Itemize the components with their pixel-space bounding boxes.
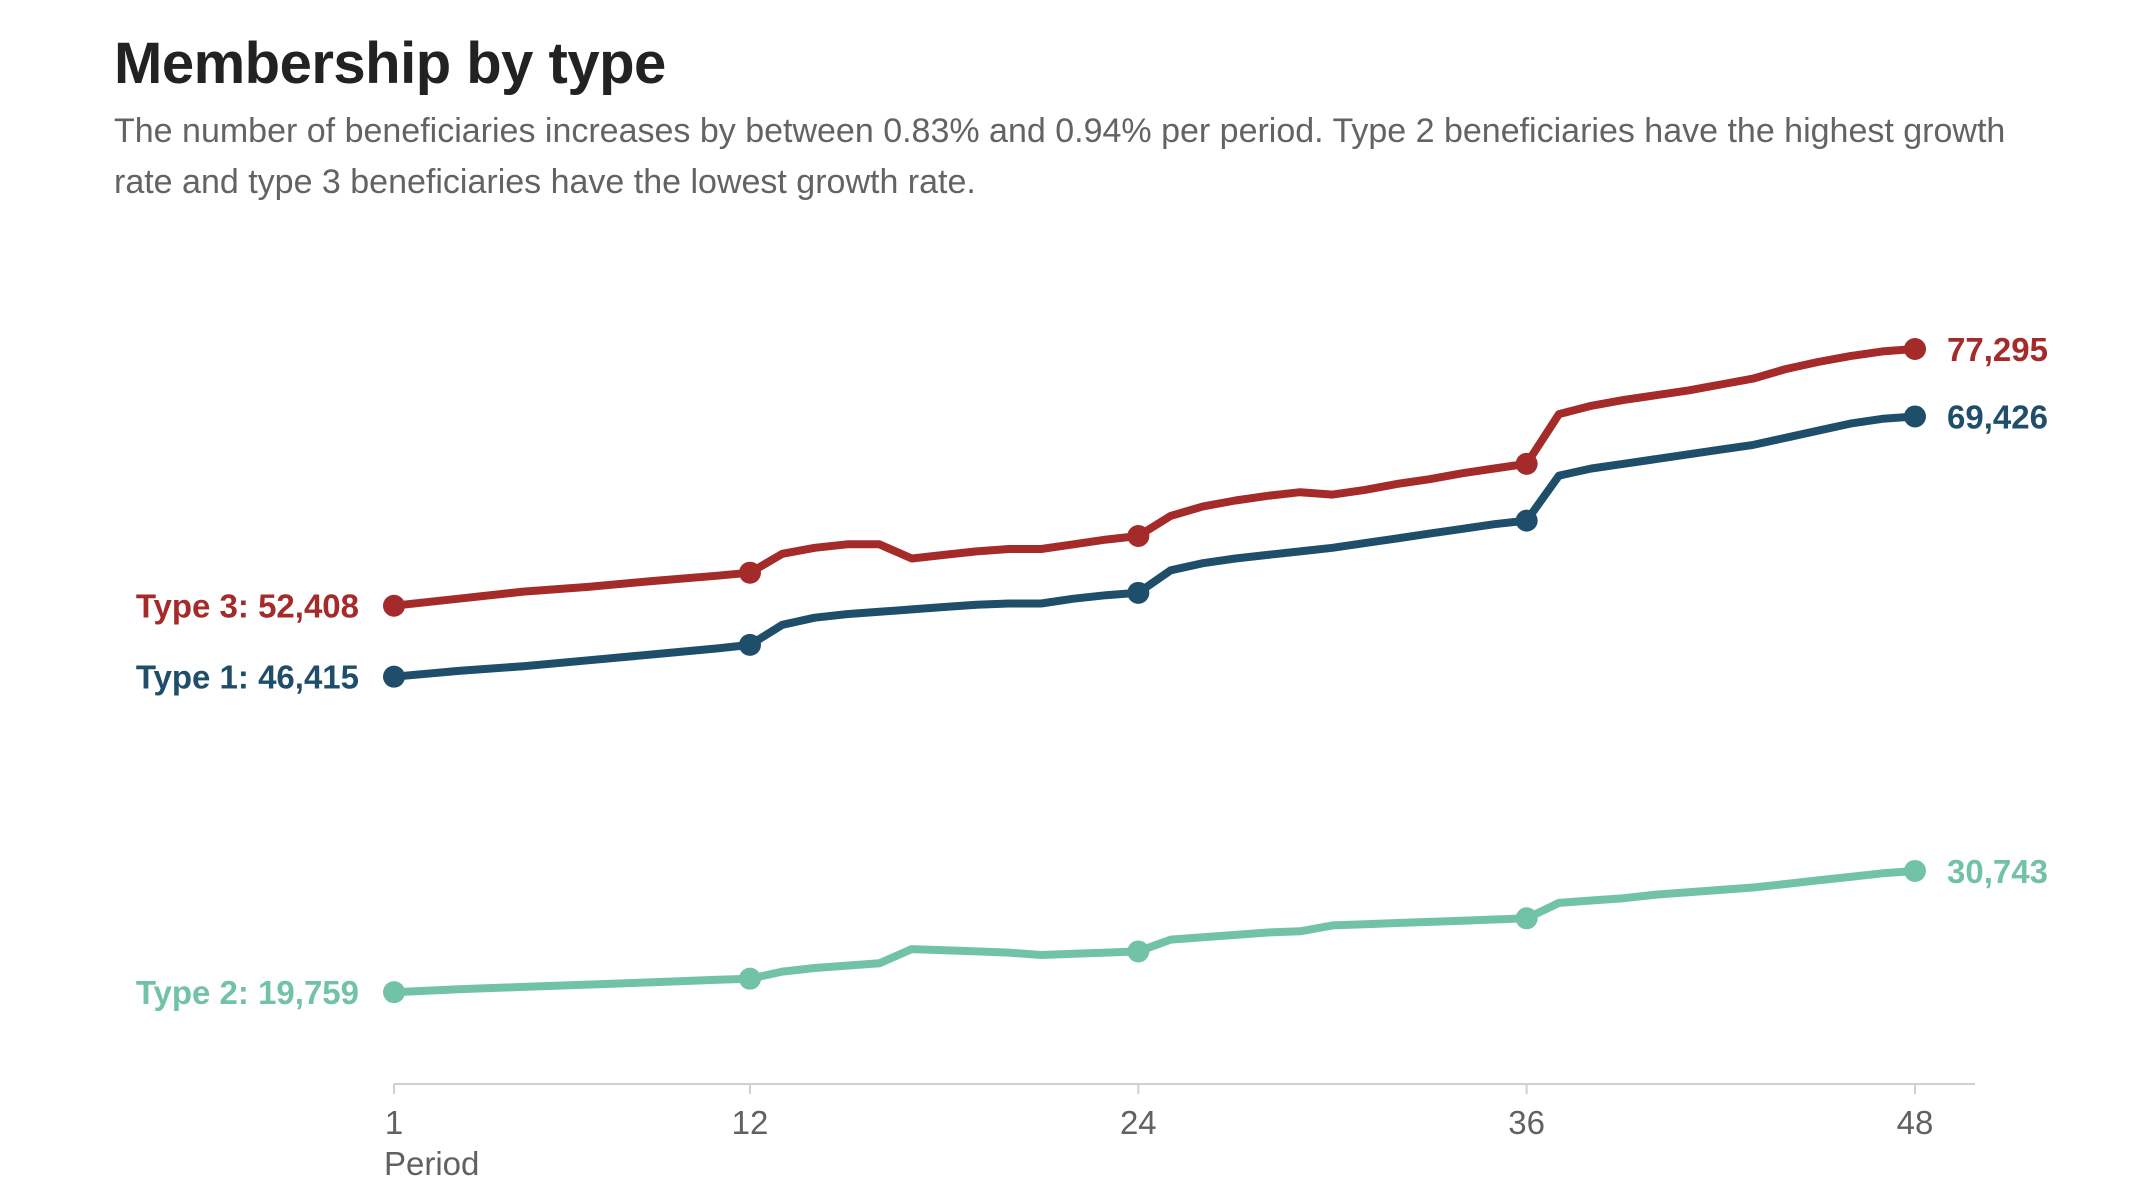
data-point-type-1 bbox=[738, 633, 761, 656]
x-tick-label: 36 bbox=[1508, 1104, 1545, 1141]
data-point-type-3 bbox=[1127, 525, 1150, 548]
data-point-type-3 bbox=[1904, 338, 1926, 361]
data-point-type-2 bbox=[738, 967, 761, 990]
data-point-type-2 bbox=[383, 981, 405, 1004]
data-point-type-1 bbox=[1127, 581, 1150, 604]
series-type-2: Type 2: 19,759 30,743 bbox=[136, 853, 2048, 1011]
series-line-type-3 bbox=[390, 345, 1919, 610]
series-type-3: Type 3: 52,408 77,295 bbox=[136, 331, 2048, 625]
x-tick-label: 48 bbox=[1897, 1104, 1934, 1141]
x-tick-label: 24 bbox=[1120, 1104, 1157, 1141]
chart-subtitle: The number of beneficiaries increases by… bbox=[114, 112, 2006, 201]
start-label-type-2: Type 2: 19,759 bbox=[136, 974, 359, 1011]
x-axis-ticks: 1 12 24 36 48 bbox=[385, 1084, 1934, 1141]
chart-title: Membership by type bbox=[114, 31, 666, 96]
data-point-type-3 bbox=[738, 561, 761, 584]
start-label-type-1: Type 1: 46,415 bbox=[136, 659, 359, 696]
x-tick-label: 12 bbox=[732, 1104, 769, 1141]
end-label-type-2: 30,743 bbox=[1947, 853, 2048, 890]
series-type-1: Type 1: 46,415 69,426 bbox=[136, 398, 2048, 695]
x-axis-title: Period bbox=[384, 1145, 479, 1182]
series-line-type-2 bbox=[390, 867, 1919, 997]
data-point-type-2 bbox=[1127, 940, 1150, 963]
data-point-type-2 bbox=[1904, 859, 1926, 882]
end-label-type-3: 77,295 bbox=[1947, 331, 2048, 368]
series-layer: Type 3: 52,408 77,295 Type 1: 46,415 69,426… bbox=[136, 331, 2048, 1011]
data-point-type-2 bbox=[1515, 907, 1538, 930]
data-point-type-1 bbox=[1515, 509, 1538, 532]
series-line-type-1 bbox=[390, 412, 1919, 681]
end-label-type-1: 69,426 bbox=[1947, 398, 2048, 435]
data-point-type-1 bbox=[383, 665, 405, 688]
x-tick-label: 1 bbox=[385, 1104, 403, 1141]
data-point-type-1 bbox=[1904, 405, 1926, 428]
data-point-type-3 bbox=[1515, 452, 1538, 475]
x-axis: 1 12 24 36 48 Period bbox=[384, 1083, 1975, 1182]
data-point-type-3 bbox=[383, 594, 405, 617]
start-label-type-3: Type 3: 52,408 bbox=[136, 588, 359, 625]
